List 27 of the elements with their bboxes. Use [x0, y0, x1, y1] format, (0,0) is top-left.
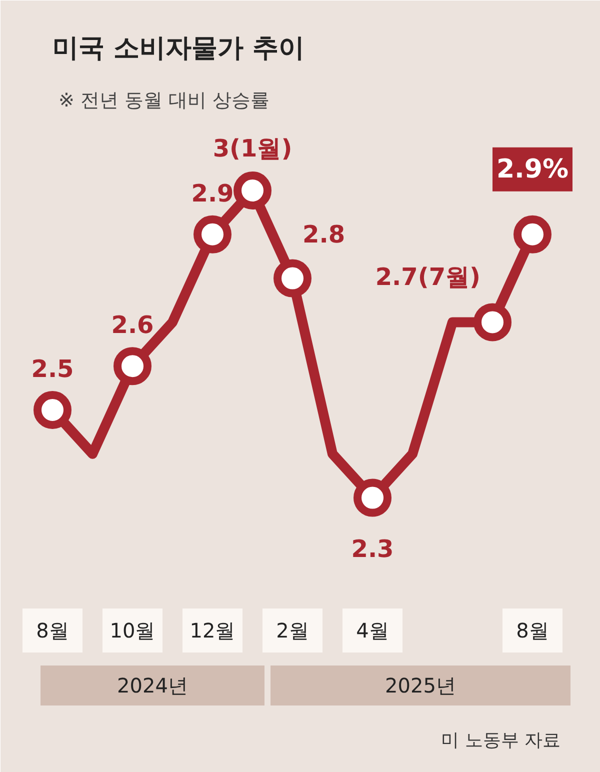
data-label: 2.7(7월) — [375, 263, 481, 292]
x-tick-label: 8월 — [516, 618, 549, 642]
chart-subtitle: ※ 전년 동월 대비 상승률 — [58, 90, 270, 112]
text: 미 노동부 자료 — [441, 730, 561, 751]
text: 2024년 — [117, 674, 188, 698]
chart-title: 미국 소비자물가 추이 — [52, 34, 305, 64]
point — [194, 215, 232, 254]
point — [234, 172, 272, 210]
x-tick-label: 10월 — [110, 618, 156, 642]
x-tick-label: 4월 — [356, 618, 389, 642]
data-label: 2.8 — [302, 220, 346, 248]
x-tick-label: 8월 — [36, 618, 69, 642]
data-label: 3(1월) — [212, 134, 292, 162]
text: 2025년 — [385, 674, 456, 698]
point — [474, 303, 512, 342]
point — [114, 347, 152, 386]
data-label: 2.9 — [191, 179, 234, 208]
point — [274, 259, 312, 298]
x-tick-label: 12월 — [190, 618, 236, 642]
data-label: 2.6 — [111, 311, 154, 340]
data-label: 2.3 — [351, 534, 394, 563]
point — [34, 391, 72, 429]
x-tick-label: 2월 — [276, 618, 309, 642]
point — [354, 478, 392, 517]
point — [514, 215, 552, 254]
data-label: 2.9% — [496, 154, 569, 184]
data-label: 2.5 — [31, 355, 74, 383]
